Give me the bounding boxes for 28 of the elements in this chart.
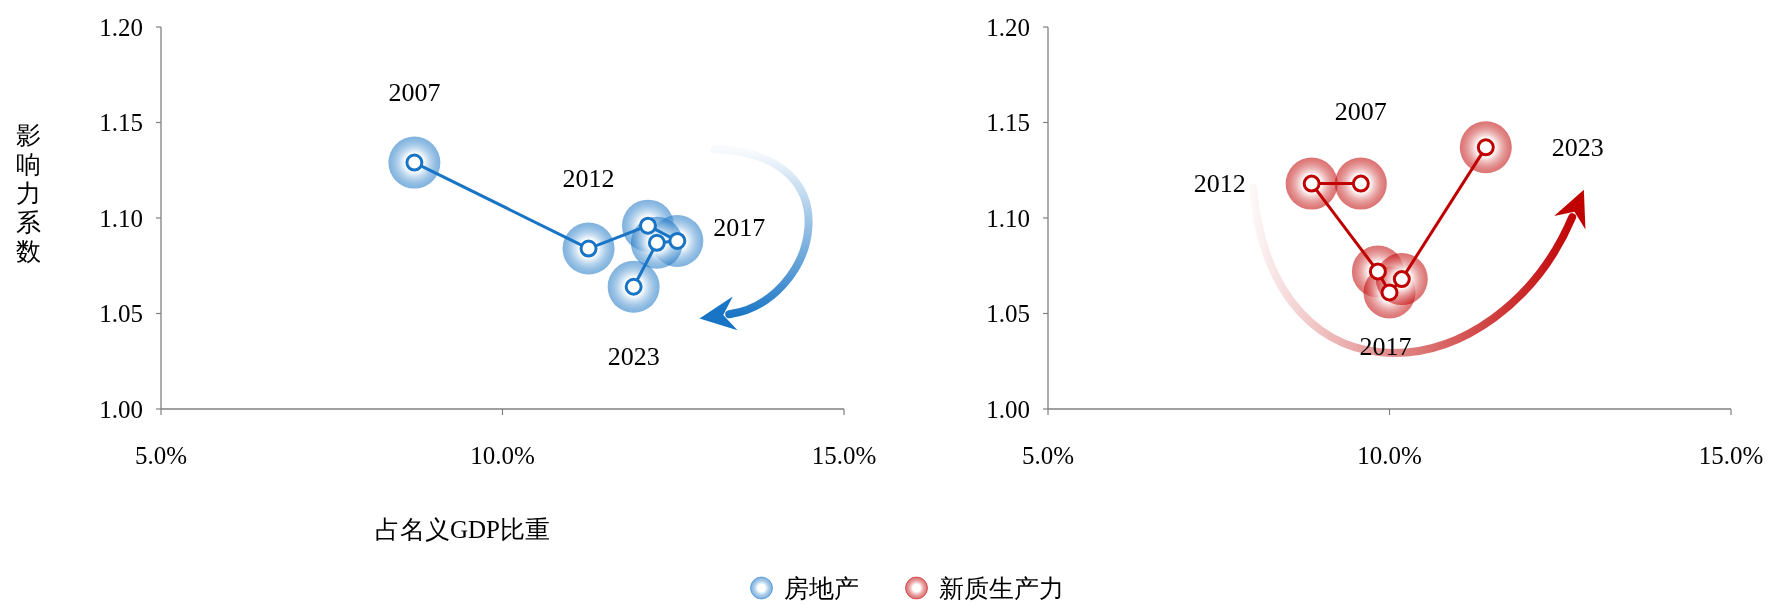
x-tick-label: 15.0%	[1698, 441, 1764, 469]
y-tick-label: 1.20	[986, 13, 1030, 41]
x-tick-label: 10.0%	[470, 441, 535, 469]
annotation: 2012	[1193, 169, 1246, 199]
y-tick-label: 1.05	[986, 300, 1030, 327]
x-tick-label: 5.0%	[134, 441, 188, 469]
legend: 房地产 新质生产力	[750, 574, 1064, 602]
annotation: 2012	[562, 164, 615, 194]
y-tick-label: 1.10	[99, 204, 143, 232]
annotation: 2023	[607, 342, 660, 372]
x-tick-label: 10.0%	[1357, 441, 1422, 469]
y-tick-label: 1.10	[986, 204, 1030, 232]
y-tick-label: 1.20	[99, 13, 143, 41]
legend-label: 房地产	[783, 574, 859, 602]
y-tick-label: 1.15	[986, 109, 1030, 136]
annotation: 2023	[1551, 132, 1604, 162]
y-tick-label: 1.00	[99, 395, 143, 423]
y-axis-title: 影响力系数	[15, 122, 41, 265]
y-tick-label: 1.15	[99, 109, 143, 136]
annotation: 2017	[1359, 331, 1412, 361]
annotation: 2017	[713, 213, 766, 243]
x-axis-title: 占名义GDP比重	[374, 515, 551, 543]
y-tick-label: 1.00	[986, 395, 1030, 423]
annotation: 2007	[1334, 97, 1387, 127]
x-tick-label: 15.0%	[811, 441, 877, 469]
y-tick-label: 1.05	[99, 300, 143, 327]
x-tick-label: 5.0%	[1021, 441, 1075, 469]
annotation: 2007	[388, 78, 441, 108]
